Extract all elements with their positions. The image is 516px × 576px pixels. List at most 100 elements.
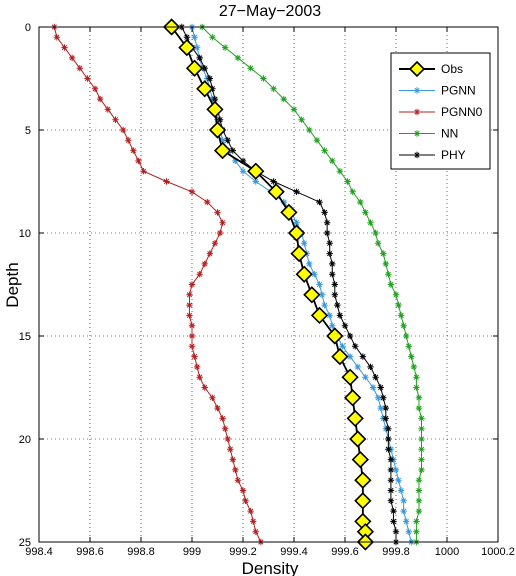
- data-point-obs: [326, 327, 344, 345]
- data-point-nn: [415, 477, 423, 484]
- legend-item-nn: NN: [399, 127, 458, 141]
- data-point-phy: [316, 198, 323, 206]
- x-tick-label: 998.8: [127, 546, 155, 558]
- data-point-pgnn0: [163, 178, 170, 185]
- data-point-obs: [303, 286, 321, 304]
- data-point-pgnn0: [252, 528, 259, 535]
- legend-label-pgnn: PGNN: [441, 84, 476, 98]
- data-point-phy: [387, 477, 395, 484]
- series-obs: [162, 18, 375, 551]
- data-point-obs: [185, 59, 204, 77]
- x-tick-label: 999: [183, 546, 201, 558]
- data-point-pgnn: [397, 487, 405, 494]
- data-point-phy: [372, 374, 379, 381]
- data-point-phy: [352, 343, 359, 350]
- data-point-pgnn0: [135, 157, 142, 165]
- x-tick-label: 999.6: [331, 546, 359, 558]
- data-point-nn: [395, 301, 402, 309]
- data-point-phy: [387, 456, 395, 463]
- data-point-nn: [344, 178, 351, 185]
- data-point-phy: [323, 219, 331, 226]
- y-tick-label: 10: [19, 228, 31, 240]
- data-point-phy: [385, 425, 392, 432]
- data-point-nn: [415, 394, 423, 401]
- data-point-nn: [418, 446, 425, 453]
- y-tick-label: 25: [19, 537, 31, 549]
- data-point-pgnn0: [201, 260, 208, 268]
- data-point-pgnn0: [104, 106, 112, 113]
- data-point-nn: [306, 126, 313, 134]
- x-tick-label: 999.8: [382, 546, 410, 558]
- data-point-pgnn: [280, 198, 287, 206]
- data-point-pgnn0: [234, 477, 242, 484]
- legend-label-phy: PHY: [441, 148, 466, 162]
- data-point-obs: [267, 183, 285, 201]
- data-point-phy: [390, 507, 397, 515]
- data-point-nn: [403, 332, 410, 340]
- data-point-pgnn0: [188, 343, 196, 350]
- data-point-pgnn0: [219, 219, 226, 226]
- data-point-phy: [216, 116, 224, 123]
- legend-marker-obs: [408, 60, 426, 78]
- legend-marker-nn: [413, 130, 421, 137]
- plot-frame: [38, 26, 499, 543]
- data-point-obs: [247, 162, 265, 180]
- data-point-nn: [357, 198, 364, 206]
- data-point-nn: [298, 116, 305, 123]
- data-point-obs: [290, 244, 308, 263]
- data-point-phy: [380, 394, 387, 401]
- data-point-nn: [313, 137, 321, 144]
- data-point-nn: [367, 219, 374, 226]
- data-point-nn: [280, 95, 287, 103]
- data-point-pgnn: [403, 518, 410, 525]
- data-point-nn: [415, 507, 423, 515]
- data-point-obs: [178, 38, 196, 57]
- legend-item-obs: Obs: [399, 60, 463, 78]
- y-tick-label: 15: [19, 331, 31, 343]
- data-point-nn: [418, 466, 425, 474]
- data-point-pgnn0: [219, 415, 226, 422]
- legend-item-phy: PHY: [399, 148, 466, 162]
- data-point-obs: [206, 100, 224, 119]
- data-point-nn: [415, 497, 423, 504]
- data-point-phy: [326, 250, 333, 257]
- data-point-pgnn0: [125, 137, 132, 144]
- data-point-obs: [310, 306, 329, 325]
- data-point-pgnn0: [188, 332, 196, 340]
- legend-label-obs: Obs: [441, 62, 463, 76]
- y-axis-title: Depth: [3, 262, 22, 307]
- data-point-phy: [334, 301, 341, 309]
- data-point-pgnn0: [242, 497, 249, 504]
- data-point-pgnn0: [76, 65, 83, 72]
- data-point-phy: [359, 353, 367, 360]
- data-point-pgnn0: [232, 466, 239, 474]
- data-point-pgnn: [329, 322, 336, 329]
- data-point-nn: [408, 353, 415, 360]
- data-point-nn: [410, 363, 418, 371]
- legend: Obs PGNN PGNN0 NN PHY: [390, 52, 491, 170]
- data-point-pgnn0: [68, 54, 76, 62]
- data-point-nn: [392, 291, 400, 298]
- data-point-phy: [382, 404, 389, 412]
- data-point-pgnn: [395, 477, 402, 484]
- data-point-pgnn0: [206, 250, 214, 257]
- data-point-nn: [400, 322, 407, 329]
- data-point-phy: [329, 271, 336, 278]
- data-point-pgnn0: [61, 44, 68, 51]
- data-point-pgnn: [301, 240, 308, 247]
- data-point-pgnn0: [196, 374, 203, 381]
- data-point-pgnn0: [186, 312, 193, 319]
- chart-title: 27−May−2003: [219, 3, 321, 20]
- data-point-pgnn0: [84, 75, 91, 82]
- data-point-nn: [336, 168, 344, 175]
- data-point-phy: [346, 332, 354, 340]
- data-point-pgnn0: [196, 271, 203, 278]
- data-point-pgnn0: [221, 425, 229, 432]
- data-point-nn: [321, 147, 328, 154]
- legend-marker-pgnn: [413, 87, 421, 94]
- data-point-phy: [385, 435, 392, 443]
- data-point-phy: [201, 65, 208, 72]
- x-tick-label: 1000: [435, 546, 459, 558]
- data-point-nn: [382, 260, 389, 268]
